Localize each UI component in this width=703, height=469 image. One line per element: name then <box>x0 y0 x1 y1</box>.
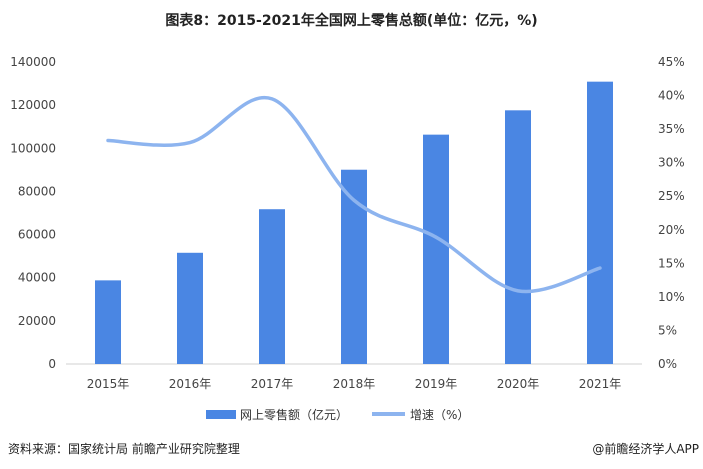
y-left-tick-label: 0 <box>48 357 56 371</box>
legend-bar-label: 网上零售额（亿元） <box>240 407 348 422</box>
x-tick-label: 2017年 <box>251 377 294 391</box>
x-tick-label: 2020年 <box>497 377 540 391</box>
bar <box>505 110 531 364</box>
legend-bar-swatch <box>206 410 236 419</box>
y-left-tick-label: 80000 <box>18 184 56 198</box>
legend-line-label: 增速（%） <box>410 408 469 422</box>
y-right-tick-label: 0% <box>658 357 677 371</box>
y-right-tick-label: 10% <box>658 290 685 304</box>
y-left-tick-label: 140000 <box>10 55 56 69</box>
x-tick-label: 2018年 <box>333 377 376 391</box>
y-left-tick-label: 60000 <box>18 228 56 242</box>
y-right-tick-label: 35% <box>658 122 685 136</box>
source-note: 资料来源：国家统计局 前瞻产业研究院整理 <box>8 442 240 456</box>
y-right-tick-label: 15% <box>658 256 685 270</box>
bar <box>95 280 121 364</box>
y-right-tick-label: 5% <box>658 323 677 337</box>
x-tick-label: 2016年 <box>169 377 212 391</box>
bar <box>259 209 285 364</box>
y-right-tick-label: 40% <box>658 89 685 103</box>
y-right-tick-label: 45% <box>658 55 685 69</box>
bar <box>177 252 203 364</box>
bar <box>423 134 449 364</box>
x-tick-label: 2015年 <box>87 377 130 391</box>
chart-title: 图表8：2015-2021年全国网上零售总额(单位：亿元，%) <box>165 13 538 29</box>
y-right-tick-label: 30% <box>658 156 685 170</box>
y-left-tick-label: 40000 <box>18 271 56 285</box>
y-left-tick-label: 100000 <box>10 141 56 155</box>
x-tick-label: 2021年 <box>579 377 622 391</box>
bar <box>587 81 613 364</box>
y-left-tick-label: 120000 <box>10 98 56 112</box>
y-right-tick-label: 20% <box>658 223 685 237</box>
x-tick-label: 2019年 <box>415 377 458 391</box>
brand-label: @前瞻经济学人APP <box>592 442 699 456</box>
y-right-tick-label: 25% <box>658 189 685 203</box>
y-left-tick-label: 20000 <box>18 314 56 328</box>
